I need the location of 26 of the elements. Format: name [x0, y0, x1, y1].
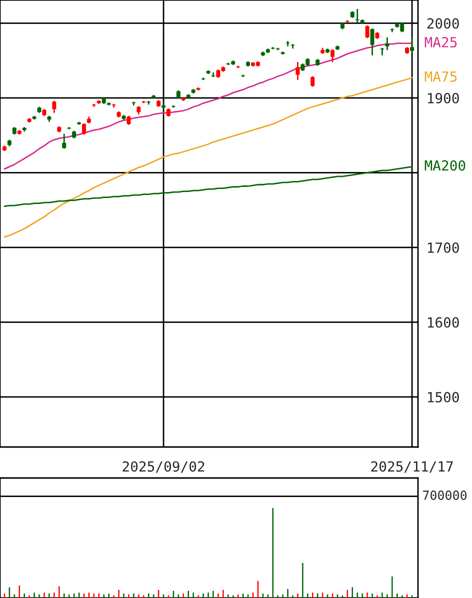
candlestick [62, 133, 66, 150]
candlestick [52, 100, 56, 114]
candlestick [310, 76, 315, 88]
candlestick [365, 24, 370, 39]
candlestick [410, 37, 414, 54]
y-tick-label: 2000 [427, 18, 459, 29]
y-tick-label: 1500 [428, 392, 459, 402]
series-label: MA25 [424, 36, 457, 48]
series-label: MA200 [424, 160, 466, 171]
y-tick-label: 1700 [428, 242, 459, 253]
candlestick [370, 28, 374, 56]
candlestick [330, 48, 334, 63]
x-tick-label: 2025/09/02 [122, 461, 204, 473]
candlestick [385, 36, 390, 51]
candlestick [82, 122, 86, 136]
x-tick-label: 2025/11/17 [371, 461, 453, 473]
y-tick-label: 1900 [428, 92, 459, 104]
candlestick [286, 40, 290, 48]
text: 700000 [423, 490, 467, 500]
line-series [4, 42, 413, 170]
candlestick [296, 61, 300, 81]
y-tick-label: 1600 [428, 317, 459, 328]
line-series [4, 166, 413, 208]
series-label: MA75 [424, 71, 457, 82]
line-series [4, 77, 413, 238]
candlestick [380, 47, 384, 56]
